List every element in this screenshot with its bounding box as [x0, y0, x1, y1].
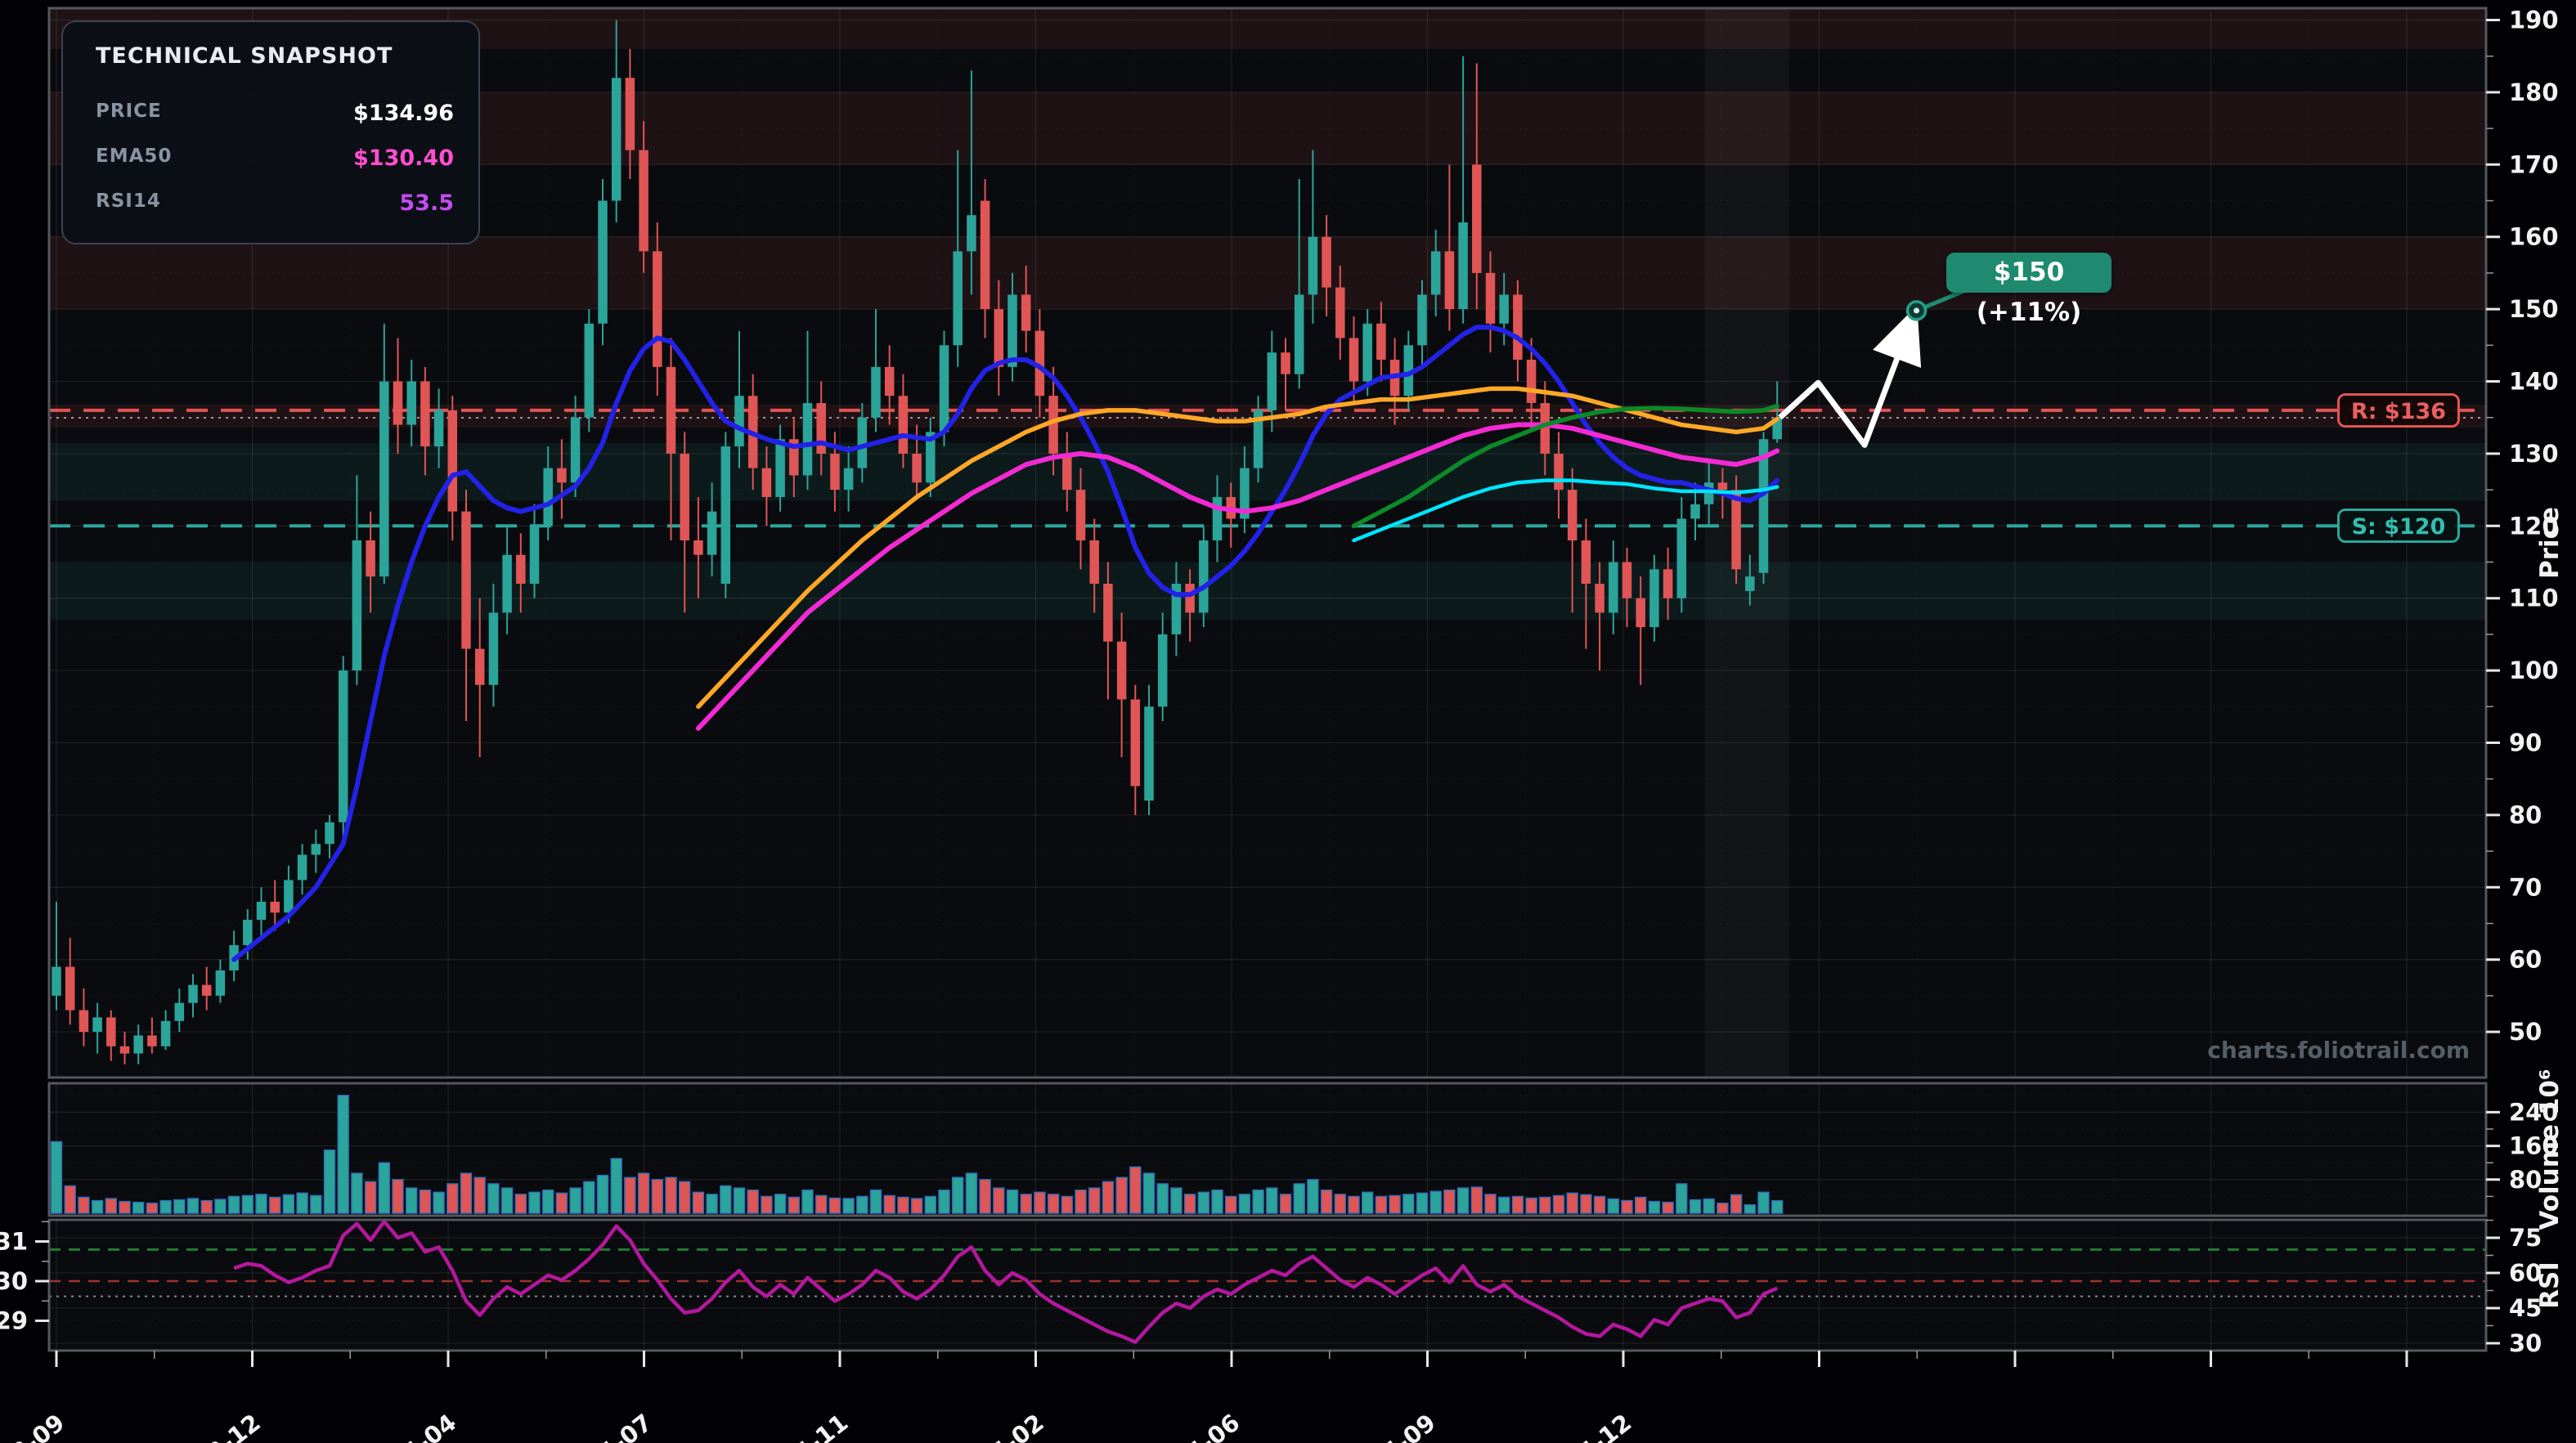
ma-line-ma-cyan	[1352, 478, 1779, 543]
svg-text:90: 90	[2509, 729, 2542, 757]
forecast-path	[1778, 305, 1922, 448]
svg-text:2025-12: 2025-12	[1533, 1409, 1636, 1443]
ema50-label: EMA50	[96, 146, 173, 167]
ma-line-ma-green	[1351, 403, 1779, 529]
volume-axis-title: Volume 10⁶	[2535, 1069, 2565, 1230]
svg-text:100: 100	[2509, 657, 2559, 684]
svg-text:80: 80	[2509, 801, 2542, 829]
svg-text:150: 150	[2509, 295, 2559, 323]
support-level-badge: S: $120	[2337, 509, 2460, 543]
price-label: PRICE	[96, 101, 162, 122]
rsi-panel-content	[49, 1220, 2486, 1344]
svg-text:160: 160	[2509, 223, 2559, 251]
price-target-annotation: $150 (+11%)	[1946, 253, 2112, 327]
moving-averages	[231, 325, 1780, 962]
svg-text:2025-09: 2025-09	[1338, 1409, 1441, 1443]
price-axis-title: Price	[2535, 507, 2565, 579]
svg-text:80: 80	[2509, 1166, 2542, 1194]
svg-text:60: 60	[2509, 946, 2542, 974]
svg-text:50: 50	[2509, 1018, 2542, 1046]
snapshot-row-rsi14: RSI14 53.5	[96, 190, 454, 218]
svg-text:45: 45	[2509, 1294, 2542, 1322]
recent-highlight-band	[1704, 8, 1790, 1078]
svg-text:120: 120	[2509, 512, 2559, 540]
technical-snapshot-panel: TECHNICAL SNAPSHOT PRICE $134.96 EMA50 $…	[61, 20, 480, 244]
rsi-axis-title: RSI	[2535, 1262, 2565, 1309]
svg-text:160: 160	[2509, 1132, 2559, 1160]
svg-text:2025-06: 2025-06	[1142, 1409, 1245, 1443]
svg-text:130: 130	[2509, 440, 2559, 468]
ema50-value: $130.40	[353, 146, 454, 171]
watermark: charts.foliotrail.com	[2207, 1037, 2470, 1064]
snapshot-title: TECHNICAL SNAPSHOT	[96, 43, 393, 69]
snapshot-row-ema50: EMA50 $130.40	[96, 146, 454, 173]
rsi14-label: RSI14	[96, 190, 161, 212]
svg-text:2024-04: 2024-04	[358, 1409, 461, 1443]
svg-text:2023-09: 2023-09	[0, 1409, 70, 1443]
rsi-line	[233, 1220, 1779, 1344]
rsi14-value: 53.5	[399, 190, 454, 216]
ma-line-ma-orange	[696, 386, 1779, 710]
svg-text:70: 70	[2509, 873, 2542, 901]
svg-text:170: 170	[2509, 150, 2559, 178]
gridlines	[49, 8, 2486, 1351]
svg-text:240: 240	[2509, 1098, 2559, 1126]
svg-text:190: 190	[2509, 7, 2559, 34]
svg-text:29: 29	[0, 1307, 28, 1335]
resistance-level-badge: R: $136	[2337, 393, 2460, 428]
price-value: $134.96	[353, 101, 454, 126]
svg-text:31: 31	[0, 1228, 28, 1256]
svg-text:2024-11: 2024-11	[750, 1409, 853, 1443]
snapshot-row-price: PRICE $134.96	[96, 101, 454, 128]
svg-text:180: 180	[2509, 78, 2559, 106]
svg-text:30: 30	[2509, 1329, 2542, 1357]
volume-bars	[50, 1095, 1784, 1214]
svg-text:75: 75	[2509, 1224, 2542, 1252]
svg-text:30: 30	[0, 1267, 28, 1295]
ma-line-EMA50	[695, 422, 1780, 731]
svg-text:140: 140	[2509, 368, 2559, 396]
svg-text:2023-12: 2023-12	[163, 1409, 266, 1443]
svg-text:60: 60	[2509, 1259, 2542, 1287]
svg-text:110: 110	[2509, 585, 2559, 612]
svg-text:2024-07: 2024-07	[554, 1409, 657, 1443]
ma-line-ma-blue	[231, 325, 1780, 962]
svg-text:2025-02: 2025-02	[946, 1409, 1049, 1443]
